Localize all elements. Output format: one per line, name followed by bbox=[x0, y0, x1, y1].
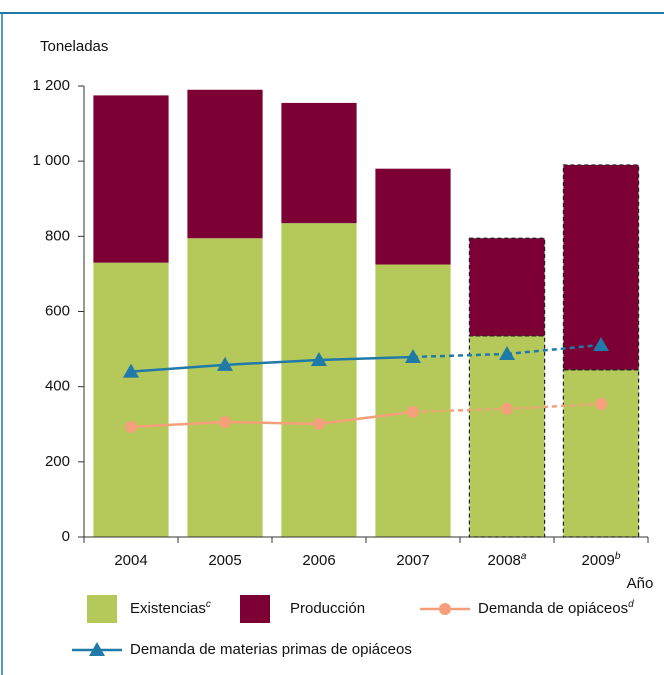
bar-segment bbox=[375, 264, 451, 537]
bar-segment bbox=[468, 237, 546, 337]
x-axis-label: Año bbox=[627, 575, 654, 592]
bar-segment bbox=[562, 164, 640, 371]
triangle-marker bbox=[311, 351, 327, 366]
x-tick-text: 2007 bbox=[396, 552, 429, 569]
x-tick-label: 2006 bbox=[302, 552, 335, 569]
legend-text: Existencias bbox=[130, 600, 206, 617]
x-tick-text: 2004 bbox=[114, 552, 147, 569]
line-segment bbox=[412, 352, 508, 359]
legend-swatch bbox=[240, 595, 270, 623]
line-segment bbox=[130, 363, 226, 373]
x-tick-note: b bbox=[615, 551, 621, 562]
line-segment bbox=[318, 410, 414, 426]
y-axis-label: Toneladas bbox=[40, 38, 108, 55]
x-tick-label: 2009b bbox=[582, 551, 621, 569]
x-tick-text: 2009 bbox=[582, 552, 615, 569]
legend-label: Demanda de materias primas de opiáceos bbox=[130, 641, 412, 658]
circle-marker bbox=[125, 420, 137, 433]
legend-text: Demanda de materias primas de opiáceos bbox=[130, 641, 412, 658]
y-tick-label: 400 bbox=[45, 378, 70, 395]
bar-segment bbox=[93, 95, 169, 263]
bar-segment bbox=[187, 89, 263, 239]
x-tick-label: 2004 bbox=[114, 552, 147, 569]
x-tick-label: 2007 bbox=[396, 552, 429, 569]
triangle-marker bbox=[499, 345, 515, 360]
x-tick-text: 2006 bbox=[302, 552, 335, 569]
bar-segment bbox=[468, 335, 546, 538]
bar-segment bbox=[375, 168, 451, 265]
x-tick-text: 2005 bbox=[208, 552, 241, 569]
legend-text: Demanda de opiáceos bbox=[478, 600, 628, 617]
triangle-marker bbox=[89, 642, 105, 656]
bar-segment bbox=[93, 262, 169, 537]
legend-label: Producción bbox=[290, 600, 365, 617]
line-segment bbox=[506, 343, 602, 356]
circle-marker bbox=[407, 405, 419, 418]
line-segment bbox=[506, 402, 602, 411]
bar-segment bbox=[281, 102, 357, 224]
triangle-marker bbox=[593, 336, 609, 351]
y-tick-label: 0 bbox=[62, 528, 70, 545]
triangle-marker bbox=[123, 363, 139, 378]
x-tick-note: a bbox=[521, 551, 527, 562]
line-segment bbox=[224, 420, 320, 426]
legend-swatch bbox=[87, 595, 117, 623]
circle-marker bbox=[439, 603, 451, 615]
bar-segment bbox=[281, 223, 357, 537]
bar-segment bbox=[562, 369, 640, 538]
x-tick-label: 2005 bbox=[208, 552, 241, 569]
line-segment bbox=[318, 355, 414, 362]
legend-label: Existenciasc bbox=[130, 599, 211, 617]
legend-note: d bbox=[628, 599, 634, 610]
circle-marker bbox=[595, 397, 607, 410]
x-tick-text: 2008 bbox=[488, 552, 521, 569]
triangle-marker bbox=[405, 348, 421, 363]
circle-marker bbox=[313, 417, 325, 430]
y-tick-label: 1 000 bbox=[32, 152, 70, 169]
line-segment bbox=[224, 358, 320, 367]
y-tick-label: 200 bbox=[45, 453, 70, 470]
line-segment bbox=[412, 407, 508, 414]
bar-segment bbox=[187, 238, 263, 537]
y-tick-label: 800 bbox=[45, 227, 70, 244]
legend-note: c bbox=[206, 599, 211, 610]
line-segment bbox=[130, 420, 226, 429]
x-tick-label: 2008a bbox=[488, 551, 527, 569]
circle-marker bbox=[501, 402, 513, 415]
legend-label: Demanda de opiáceosd bbox=[478, 599, 634, 617]
y-tick-label: 600 bbox=[45, 302, 70, 319]
triangle-marker bbox=[217, 356, 233, 371]
circle-marker bbox=[219, 415, 231, 428]
y-tick-label: 1 200 bbox=[32, 77, 70, 94]
legend-text: Producción bbox=[290, 600, 365, 617]
